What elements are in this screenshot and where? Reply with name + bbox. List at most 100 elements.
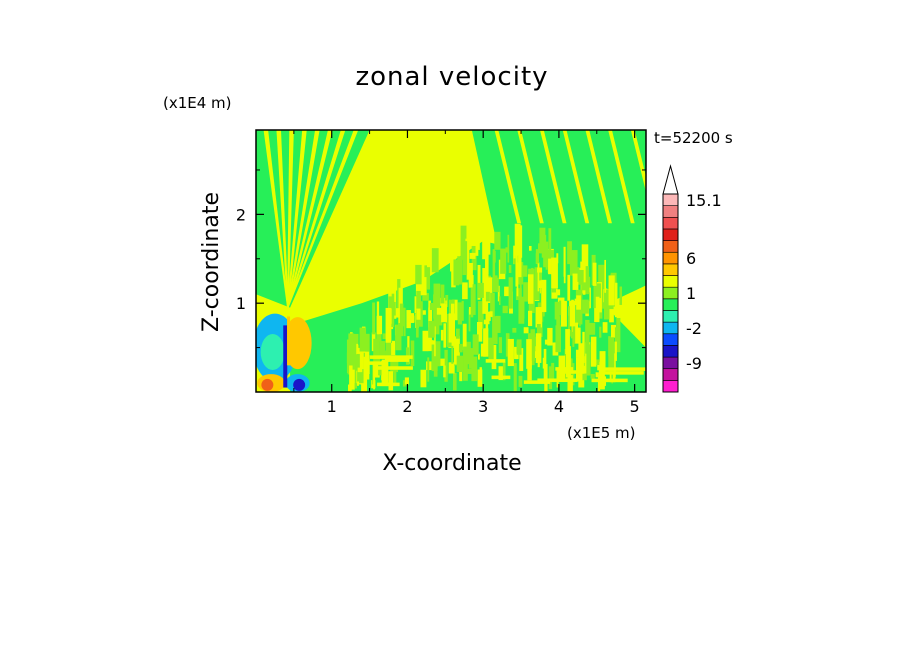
heatmap-cell	[480, 343, 487, 357]
heatmap-cell	[504, 286, 510, 297]
heatmap-cell	[459, 365, 463, 382]
heatmap-cell	[451, 252, 456, 288]
heatmap-cell	[492, 249, 496, 279]
x-axis-label: X-coordinate	[382, 451, 521, 476]
heatmap-cell	[364, 333, 370, 352]
heatmap-cell	[547, 327, 553, 346]
heatmap-cell	[477, 369, 483, 387]
heatmap-cell	[475, 237, 479, 256]
heatmap-cell	[493, 275, 498, 289]
heatmap-cell	[571, 250, 578, 276]
heatmap-band	[366, 361, 388, 365]
heatmap-cell	[465, 238, 470, 266]
heatmap-cell	[359, 334, 364, 370]
heatmap-cell	[507, 234, 510, 263]
heatmap-band	[370, 355, 413, 359]
heatmap-cell	[421, 310, 426, 315]
colorbar-cell	[662, 263, 679, 276]
heatmap-cell	[512, 327, 517, 333]
colorbar-cell	[662, 251, 679, 265]
heatmap-cell	[548, 258, 552, 275]
heatmap-cell	[541, 279, 547, 313]
heatmap-cell	[523, 327, 529, 334]
heatmap-cell	[487, 311, 491, 321]
heatmap-cell	[466, 262, 473, 280]
heatmap-cell	[350, 345, 355, 370]
heatmap-band	[377, 382, 400, 387]
colorbar-cell	[662, 216, 679, 230]
heatmap-cell	[448, 313, 456, 343]
heatmap-cell	[595, 283, 601, 299]
colorbar-tick-label: -9	[686, 354, 702, 373]
heatmap-cell	[489, 311, 493, 317]
heatmap-cell	[519, 348, 524, 371]
heatmap-cell	[471, 356, 478, 382]
colorbar-cell	[662, 298, 679, 311]
heatmap-cell	[548, 366, 553, 390]
heatmap-cell	[424, 265, 427, 278]
heatmap-stripe	[287, 130, 359, 308]
heatmap-cell	[483, 328, 489, 357]
heatmap-cell	[498, 337, 502, 354]
heatmap-cell	[508, 277, 513, 309]
heatmap-stripe	[276, 130, 289, 308]
heatmap-cell	[431, 248, 439, 273]
heatmap-cell	[494, 231, 501, 250]
colorbar-tick-label: 15.1	[686, 191, 722, 210]
heatmap-cell	[385, 307, 392, 343]
heatmap-cell	[431, 344, 438, 372]
heatmap-cell	[495, 315, 501, 333]
heatmap-cell	[527, 274, 534, 304]
heatmap-stripe	[494, 130, 522, 224]
heatmap-cell	[513, 245, 516, 265]
heatmap-cell	[449, 243, 453, 272]
heatmap-cell	[575, 357, 580, 382]
colorbar: -9 -2 1 6 15.1	[662, 164, 722, 393]
heatmap-stripe	[539, 130, 567, 224]
heatmap-cell	[518, 254, 522, 278]
heatmap-cell	[572, 317, 576, 344]
heatmap-cell	[608, 275, 615, 306]
heatmap-cell	[407, 313, 415, 323]
y-axis: 12	[236, 169, 646, 349]
heatmap-band	[591, 378, 628, 383]
colorbar-cell	[662, 205, 679, 218]
heatmap-cell	[436, 307, 443, 315]
colorbar-frame	[662, 193, 679, 393]
colorbar-cell	[662, 368, 679, 381]
heatmap-band	[537, 378, 578, 383]
heatmap-cell	[469, 252, 476, 259]
heatmap-cell	[552, 342, 559, 356]
heatmap-cell	[461, 300, 464, 321]
colorbar-tick-label: 6	[686, 249, 696, 268]
heatmap-cell	[502, 305, 508, 314]
heatmap-cell	[554, 301, 560, 320]
heatmap-cell	[399, 303, 404, 337]
y-axis-label: Z-coordinate	[199, 192, 224, 332]
heatmap-cell	[452, 299, 458, 321]
heatmap-cell	[485, 298, 489, 332]
heatmap-cell	[393, 360, 397, 386]
heatmap-cell	[516, 262, 519, 297]
heatmap-cell	[514, 223, 521, 256]
heatmap-cell	[420, 369, 427, 388]
heatmap-cell	[598, 264, 605, 297]
heatmap-cell	[534, 267, 540, 301]
heatmap-cell	[590, 374, 595, 379]
heatmap-cell	[593, 276, 596, 309]
heatmap-cell	[520, 300, 525, 319]
heatmap-cell	[395, 308, 400, 318]
heatmap-cell	[526, 339, 532, 369]
heatmap-cell	[389, 301, 396, 316]
heatmap-cell	[581, 244, 589, 273]
heatmap-cell	[516, 341, 520, 354]
heatmap-cell	[569, 300, 576, 327]
heatmap-cell	[498, 296, 501, 306]
heatmap-cell	[555, 325, 561, 353]
heatmap-cell	[433, 310, 440, 335]
x-tick-label: 3	[478, 397, 488, 416]
heatmap-cell	[351, 363, 355, 390]
plot-frame	[255, 129, 647, 393]
heatmap-stripe	[287, 130, 320, 308]
